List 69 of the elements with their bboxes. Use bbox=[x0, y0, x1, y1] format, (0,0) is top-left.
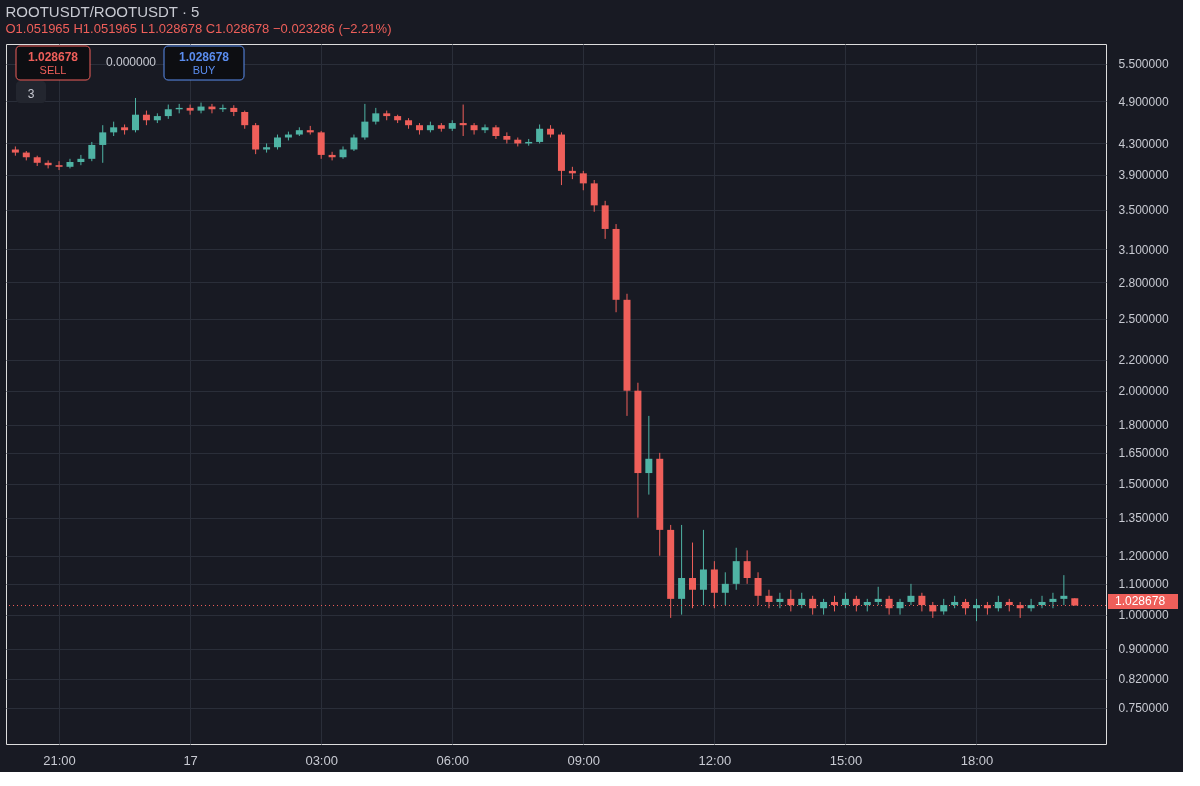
candlestick bbox=[721, 571, 729, 606]
candlestick bbox=[1060, 574, 1068, 606]
candlestick bbox=[503, 131, 511, 144]
candlestick bbox=[776, 592, 784, 609]
candlestick bbox=[470, 122, 478, 136]
candlestick bbox=[361, 103, 369, 141]
annotation: 0.000000 bbox=[105, 55, 157, 69]
ref-line-label: 1.028678 bbox=[1115, 594, 1166, 609]
candlestick bbox=[579, 170, 587, 191]
candlestick bbox=[536, 123, 544, 144]
candlestick bbox=[459, 104, 467, 137]
y-tick-label: 5.500000 bbox=[1118, 57, 1169, 72]
y-tick-label: 1.000000 bbox=[1118, 608, 1169, 623]
candlestick bbox=[55, 160, 63, 171]
candlestick bbox=[907, 583, 915, 606]
candlestick bbox=[874, 586, 882, 606]
y-tick-label: 4.300000 bbox=[1118, 136, 1169, 151]
y-tick-label: 1.100000 bbox=[1118, 577, 1169, 592]
x-tick-label: 09:00 bbox=[567, 752, 601, 768]
candlestick bbox=[197, 102, 205, 114]
candlestick bbox=[645, 415, 653, 496]
annotation: 1.028678 SELL bbox=[27, 50, 79, 76]
candlestick bbox=[186, 104, 194, 116]
chart-title: ROOTUSDT/ROOTUSDT · 5 bbox=[5, 3, 200, 20]
candlestick bbox=[1038, 595, 1046, 609]
annotation: 1.028678 BUY bbox=[178, 50, 230, 76]
y-tick-label: 0.750000 bbox=[1118, 701, 1169, 716]
candlestick bbox=[1027, 598, 1035, 612]
candlestick bbox=[317, 130, 325, 160]
y-tick-label: 0.900000 bbox=[1118, 642, 1169, 657]
candlestick bbox=[896, 598, 904, 616]
candlestick bbox=[972, 598, 980, 622]
y-tick-label: 0.820000 bbox=[1118, 672, 1169, 687]
y-tick-label: 2.200000 bbox=[1118, 353, 1169, 368]
candlestick bbox=[743, 549, 751, 585]
candlestick bbox=[1049, 592, 1057, 609]
y-tick-label: 1.200000 bbox=[1118, 549, 1169, 564]
candlestick bbox=[99, 124, 107, 164]
annotation: 3 bbox=[27, 87, 35, 101]
x-tick-label: 12:00 bbox=[698, 752, 732, 768]
candlestick bbox=[732, 547, 740, 591]
y-tick-label: 1.350000 bbox=[1118, 511, 1169, 526]
y-tick-label: 1.800000 bbox=[1118, 418, 1169, 433]
y-tick-label: 3.500000 bbox=[1118, 203, 1169, 218]
y-tick-label: 3.100000 bbox=[1118, 242, 1169, 257]
x-tick-label: 17 bbox=[183, 752, 198, 768]
x-tick-label: 03:00 bbox=[305, 752, 338, 768]
x-tick-label: 18:00 bbox=[960, 752, 994, 768]
y-tick-label: 4.900000 bbox=[1118, 94, 1169, 109]
y-tick-label: 2.800000 bbox=[1118, 275, 1169, 290]
candlestick bbox=[132, 97, 140, 133]
candlestick bbox=[88, 141, 96, 162]
y-tick-label: 2.000000 bbox=[1118, 384, 1169, 399]
x-tick-label: 06:00 bbox=[436, 752, 470, 768]
x-tick-label: 15:00 bbox=[829, 752, 863, 768]
candlestick bbox=[590, 179, 598, 213]
y-tick-label: 1.650000 bbox=[1118, 446, 1169, 461]
x-tick-label: 21:00 bbox=[43, 752, 76, 768]
candlestick bbox=[241, 110, 249, 130]
candlestick bbox=[77, 154, 85, 166]
candlestick bbox=[339, 145, 347, 160]
candlestick bbox=[678, 524, 686, 616]
candlestick bbox=[481, 123, 489, 134]
candlestick bbox=[699, 529, 707, 606]
y-tick-label: 2.500000 bbox=[1118, 312, 1169, 327]
candlestick bbox=[601, 200, 609, 240]
y-tick-label: 1.500000 bbox=[1118, 477, 1169, 492]
chart-subtitle: O1.051965 H1.051965 L1.028678 C1.028678 −0.023286 (−2.21%) bbox=[5, 21, 392, 36]
y-tick-label: 3.900000 bbox=[1118, 168, 1169, 183]
